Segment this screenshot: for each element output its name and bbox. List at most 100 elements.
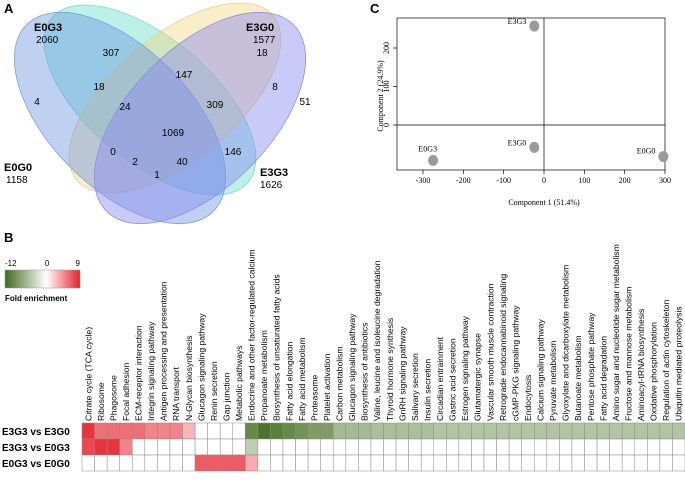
pathway-label: Vascular smooth muscle contraction [485,283,495,421]
heatmap-cell [106,454,120,472]
pathway-label: Ribosome [96,382,106,421]
heatmap-cell [282,422,296,440]
heatmap-cell [395,438,409,456]
heatmap-cell [132,454,146,472]
venn-set-total: 2060 [36,35,59,46]
venn-set-total: 1158 [6,175,28,186]
pathway-label: Antigen processing and presentation [159,281,169,421]
heatmap-cell [596,438,610,456]
pca-x-axis-label: Component 1 (51.4%) [508,198,580,207]
heatmap-cell [270,454,284,472]
heatmap-cell [584,422,598,440]
heatmap-cell [433,438,447,456]
heatmap-cell [370,438,384,456]
venn-set-e3g0 [68,2,282,194]
heatmap-cell [257,454,271,472]
heatmap-cell [282,438,296,456]
heatmap-cell [333,454,347,472]
heatmap-cell [295,438,309,456]
pathway-label: Aminoacyl-tRNA biosynthesis [636,309,646,421]
pca-x-tick-label: 200 [619,176,631,185]
pca-y-axis-label: Component 2 (24.9%) [376,60,385,132]
pathway-label: Glucagon signaling pathway [196,313,206,421]
heatmap-cell [81,438,95,456]
heatmap-cell [559,422,573,440]
pca-point-label: E3G3 [508,17,527,26]
pathway-label: Pentose phosphate pathway [586,312,596,421]
heatmap-cell [483,422,497,440]
pathway-label: Insulin secretion [422,359,432,421]
heatmap-cell [483,454,497,472]
pathway-label: Gap junction [221,373,231,421]
heatmap-cell [446,422,460,440]
heatmap-cell [157,438,171,456]
pathway-label: Thyroid hormone synthesis [385,318,395,421]
heatmap-cell [132,422,146,440]
venn-region-count: 307 [103,48,120,59]
heatmap-cell [559,454,573,472]
heatmap-cell [320,454,334,472]
pca-x-tick-label: 100 [578,176,590,185]
pca-x-tick-label: -200 [456,176,471,185]
heatmap-cell [81,454,95,472]
heatmap-cell [94,422,108,440]
heatmap-cell [119,438,133,456]
pathway-label: Retrograde endocannabinoid signaling [498,274,508,421]
pathway-label: Fatty acid metabolism [297,337,307,421]
heatmap-cell [106,438,120,456]
heatmap-cell [647,454,661,472]
heatmap-cell [471,422,485,440]
heatmap-cell [383,422,397,440]
heatmap-cell [458,422,472,440]
heatmap-cell [169,438,183,456]
heatmap-cell [307,454,321,472]
pathway-label: Pyruvate metabolism [548,341,558,421]
heatmap-cell [270,422,284,440]
pathway-label: Glutamatergic synapse [473,333,483,421]
heatmap-cell [333,422,347,440]
venn-region-count: 309 [207,100,224,111]
venn-set-total: 1626 [260,180,283,191]
heatmap-cell [320,422,334,440]
pca-x-tick-label: -300 [416,176,431,185]
pathway-label: Valine, leucine and isoleucine degradati… [372,260,382,421]
fold-enrichment-legend: -12 0 9 Fold enrichment [4,259,81,303]
heatmap-cell [596,454,610,472]
heatmap-cell [81,422,95,440]
heatmap-cell [157,422,171,440]
venn-diagram: E0G3 2060 E3G0 1577 E0G0 1158 E3G3 1626 … [4,2,311,225]
venn-region-count: 2 [132,157,138,168]
heatmap-cell [596,422,610,440]
pathway-label: Amino sugar and nucleotide sugar metabol… [611,244,621,421]
heatmap-cell [521,422,535,440]
pca-y-tick-label: 100 [382,81,391,93]
heatmap-cell [182,422,196,440]
venn-region-count: 18 [93,82,105,93]
pathway-label: Estrogen signaling pathway [460,315,470,421]
legend-color-bar [4,269,81,289]
heatmap-cell [408,422,422,440]
heatmap-cell [232,422,246,440]
heatmap-cell [534,438,548,456]
heatmap-cell [584,438,598,456]
row-label: E3G3 vs E0G3 [2,443,70,454]
heatmap-cell [508,438,522,456]
heatmap-cell [295,454,309,472]
heatmap-cell [320,438,334,456]
heatmap-cell [634,438,648,456]
pathway-label: N-Glycan biosynthesis [184,336,194,422]
venn-region-count: 24 [119,102,131,113]
pathway-label: Citrate cycle (TCA cycle) [83,327,93,421]
pca-point-label: E3G0 [508,138,527,147]
heatmap-cell [245,422,259,440]
heatmap-cell [119,454,133,472]
pca-points: E3G3 E3G0 E0G3 E0G0 [418,17,669,166]
heatmap-cell [508,454,522,472]
venn-region-count: 146 [225,147,242,158]
heatmap-cell [207,438,221,456]
venn-region-count: 147 [176,70,193,81]
heatmap-cell [546,438,560,456]
heatmap-cell [370,422,384,440]
heatmap-cell [408,454,422,472]
pathway-label: Ubiquitin mediated proteolysis [674,306,684,421]
